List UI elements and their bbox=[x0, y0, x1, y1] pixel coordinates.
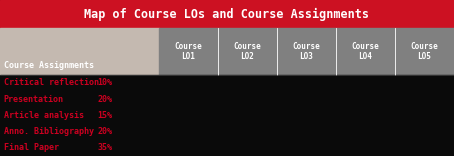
Text: Course
LO2: Course LO2 bbox=[233, 42, 262, 61]
Text: 20%: 20% bbox=[98, 95, 113, 104]
Text: 15%: 15% bbox=[98, 111, 113, 120]
Text: Course
LO3: Course LO3 bbox=[292, 42, 321, 61]
Text: Anno. Bibliography: Anno. Bibliography bbox=[4, 127, 94, 136]
Bar bbox=[0, 0, 454, 28]
Text: Final Paper: Final Paper bbox=[4, 143, 59, 152]
Text: 10%: 10% bbox=[98, 78, 113, 88]
Text: Critical reflection: Critical reflection bbox=[4, 78, 99, 88]
Bar bbox=[0, 107, 454, 124]
Bar bbox=[0, 91, 454, 107]
Bar bbox=[159, 28, 218, 75]
Bar bbox=[336, 28, 395, 75]
Text: 35%: 35% bbox=[98, 143, 113, 152]
Bar bbox=[277, 28, 336, 75]
Text: Course
LO5: Course LO5 bbox=[410, 42, 439, 61]
Bar bbox=[218, 28, 277, 75]
Text: Article analysis: Article analysis bbox=[4, 111, 84, 120]
Text: Course
LO4: Course LO4 bbox=[351, 42, 380, 61]
Bar bbox=[395, 28, 454, 75]
Text: Course Assignments: Course Assignments bbox=[4, 61, 94, 70]
Text: Course
LO1: Course LO1 bbox=[174, 42, 202, 61]
Bar bbox=[0, 28, 159, 75]
Bar bbox=[0, 124, 454, 140]
Bar bbox=[0, 75, 454, 91]
Text: Presentation: Presentation bbox=[4, 95, 64, 104]
Text: 20%: 20% bbox=[98, 127, 113, 136]
Bar bbox=[0, 140, 454, 156]
Text: Map of Course LOs and Course Assignments: Map of Course LOs and Course Assignments bbox=[84, 7, 370, 21]
